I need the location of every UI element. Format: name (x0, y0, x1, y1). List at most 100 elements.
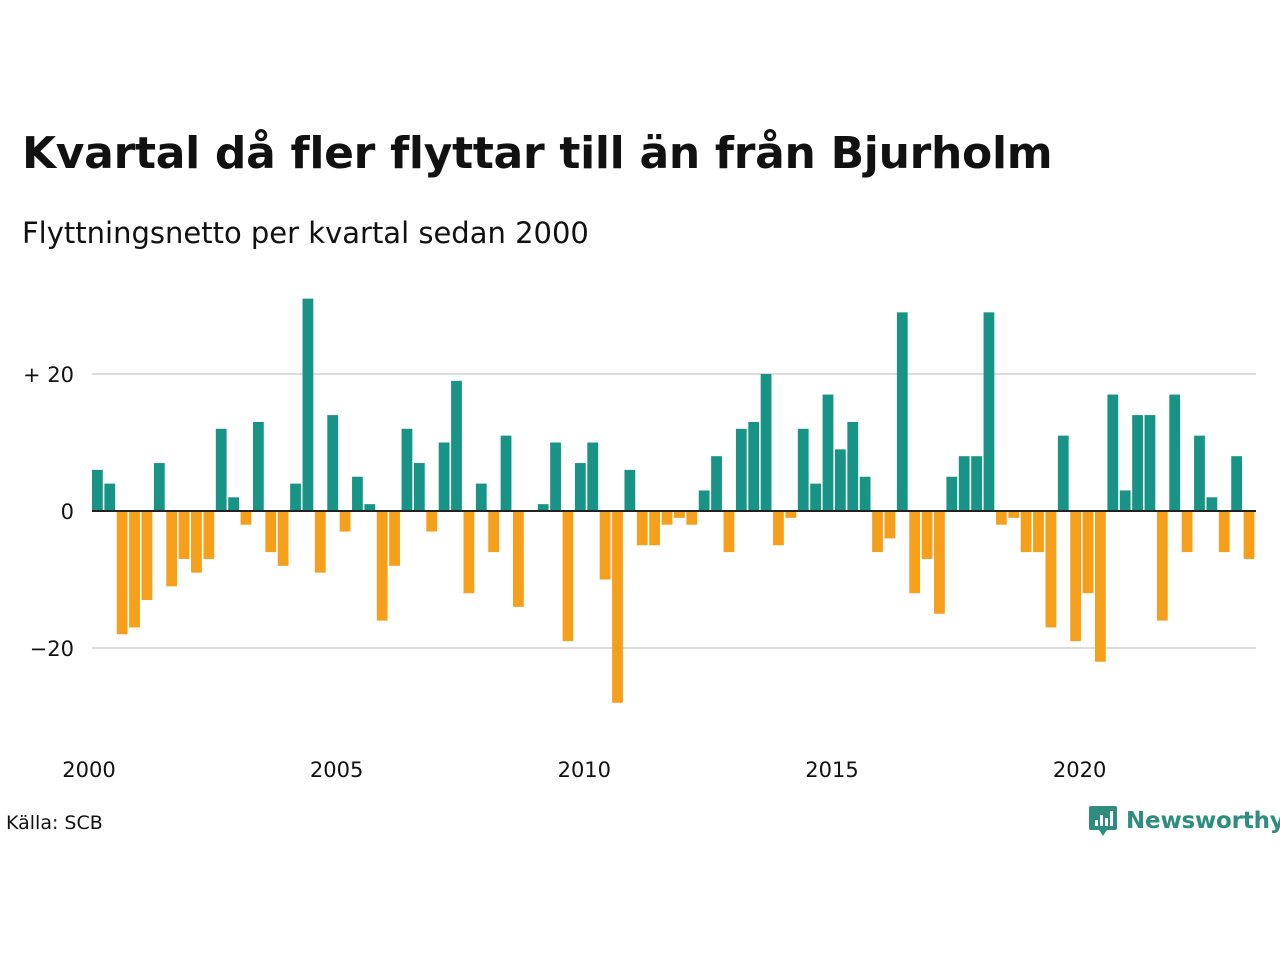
bar (191, 511, 202, 573)
bar (983, 312, 995, 511)
bar (797, 428, 809, 511)
bar (203, 511, 215, 559)
x-tick-label: 2010 (558, 758, 611, 782)
bar (537, 504, 549, 511)
bar (686, 511, 698, 525)
bar (971, 456, 982, 511)
bar (995, 511, 1007, 525)
bar (723, 511, 735, 553)
bar (1156, 511, 1168, 621)
bar (711, 456, 722, 511)
bar (463, 511, 475, 594)
brand-name: Newsworthy (1126, 808, 1280, 834)
bar (612, 511, 623, 703)
bar (389, 511, 400, 566)
bar (129, 511, 140, 628)
bar (1206, 497, 1218, 511)
bars (92, 298, 1255, 703)
bar (413, 463, 425, 511)
bar (1132, 415, 1143, 511)
bar (1057, 435, 1069, 511)
bar (834, 449, 846, 511)
bar (773, 511, 784, 546)
bar (1218, 511, 1230, 553)
bar (1033, 511, 1044, 553)
bar (277, 511, 289, 566)
newsworthy-logo-icon (1089, 806, 1117, 836)
bar (1231, 456, 1243, 511)
bar (252, 421, 264, 511)
bar (153, 463, 165, 511)
bar (562, 511, 574, 642)
bar-chart: + 20 0 −20 2000 2005 2010 2015 2020 (23, 298, 1256, 782)
bar (104, 483, 116, 511)
bar (240, 511, 252, 525)
x-tick-label: 2000 (62, 758, 115, 782)
bar (859, 476, 871, 511)
bar (228, 497, 239, 511)
bar (166, 511, 178, 587)
bar (339, 511, 351, 532)
bar (921, 511, 933, 559)
bar (649, 511, 661, 546)
bar (946, 476, 958, 511)
bar (327, 415, 339, 511)
chart-subtitle: Flyttningsnetto per kvartal sedan 2000 (22, 216, 589, 250)
x-tick-label: 2015 (805, 758, 858, 782)
bar (116, 511, 128, 635)
bar (1181, 511, 1193, 553)
bar (475, 483, 487, 511)
bar (1082, 511, 1094, 594)
bar (698, 490, 710, 511)
bar (314, 511, 326, 573)
bar (587, 442, 599, 511)
bar (785, 511, 797, 518)
bar (748, 421, 760, 511)
bar (1144, 415, 1156, 511)
bar (896, 312, 908, 511)
bar (178, 511, 190, 559)
y-tick-label: + 20 (23, 363, 74, 387)
brand-logo: Newsworthy (1088, 804, 1280, 838)
bar (488, 511, 500, 553)
bar (513, 511, 524, 607)
bar (1194, 435, 1205, 511)
bar (1119, 490, 1131, 511)
bar (624, 469, 636, 511)
bar (141, 511, 153, 601)
bar (958, 456, 970, 511)
bar (302, 298, 314, 511)
bar (822, 394, 834, 511)
bar (674, 511, 685, 518)
x-tick-label: 2020 (1053, 758, 1106, 782)
bar (451, 380, 462, 511)
bar (352, 476, 363, 511)
bar (735, 428, 747, 511)
y-tick-label: 0 (61, 500, 74, 524)
bar (1169, 394, 1181, 511)
bar (847, 421, 859, 511)
bar (290, 483, 301, 511)
bar (215, 428, 227, 511)
source-note: Källa: SCB (6, 812, 103, 834)
bar (884, 511, 896, 539)
gridlines (92, 373, 1256, 649)
bar (934, 511, 945, 614)
bar (1095, 511, 1106, 662)
x-axis-tick-labels: 2000 2005 2010 2015 2020 (62, 758, 1106, 782)
bar (1045, 511, 1057, 628)
chart-title: Kvartal då fler flyttar till än från Bju… (22, 128, 1053, 179)
y-tick-label: −20 (30, 637, 74, 661)
bar (376, 511, 388, 621)
bar (401, 428, 413, 511)
bar (574, 463, 586, 511)
bar (872, 511, 883, 553)
bar (661, 511, 673, 525)
bar (1070, 511, 1082, 642)
bar (500, 435, 512, 511)
bar (1020, 511, 1032, 553)
bar (550, 442, 561, 511)
bar (426, 511, 438, 532)
y-axis-tick-labels: + 20 0 −20 (23, 363, 74, 661)
bar (1107, 394, 1119, 511)
